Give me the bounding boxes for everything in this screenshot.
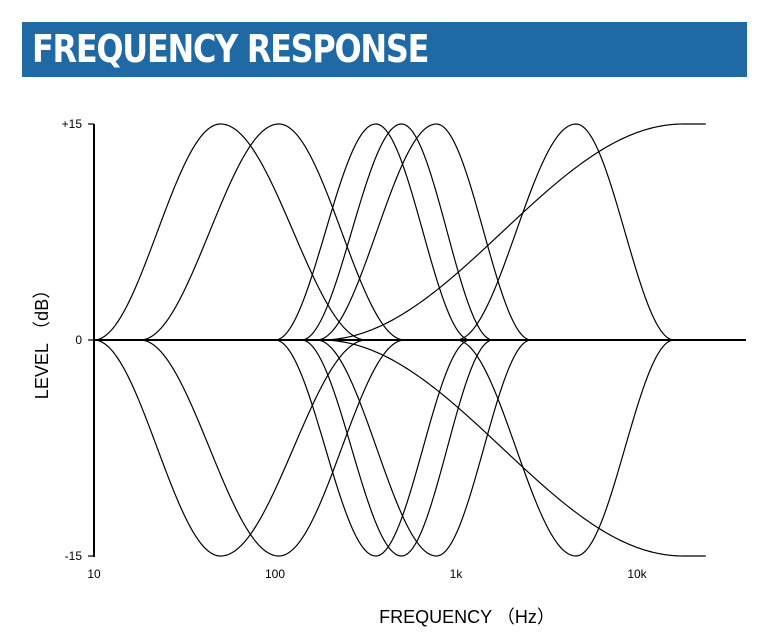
axis-ticks: +15 0 -15 10 100 1k 10k bbox=[62, 117, 648, 581]
response-curve-3 bbox=[94, 123, 405, 341]
title-banner: FREQUENCY RESPONSE bbox=[22, 22, 747, 77]
response-curve-1 bbox=[93, 123, 367, 341]
y-axis-title: LEVEL （dB） bbox=[32, 281, 52, 399]
x-axis-title: FREQUENCY （Hz） bbox=[379, 607, 555, 627]
page-title: FREQUENCY RESPONSE bbox=[32, 27, 429, 71]
y-tick-label: +15 bbox=[62, 117, 83, 131]
x-tick-label: 10k bbox=[627, 567, 647, 581]
response-curve-11 bbox=[94, 123, 675, 341]
y-tick-label: 0 bbox=[75, 333, 82, 347]
response-curve-9 bbox=[94, 123, 532, 341]
response-curve-12 bbox=[94, 339, 675, 557]
y-tick-label: -15 bbox=[65, 549, 83, 563]
x-tick-label: 10 bbox=[87, 567, 101, 581]
x-tick-label: 1k bbox=[450, 567, 464, 581]
x-tick-label: 100 bbox=[265, 567, 285, 581]
response-curve-4 bbox=[94, 339, 405, 557]
response-curve-2 bbox=[93, 339, 367, 557]
response-curve-10 bbox=[94, 339, 532, 557]
